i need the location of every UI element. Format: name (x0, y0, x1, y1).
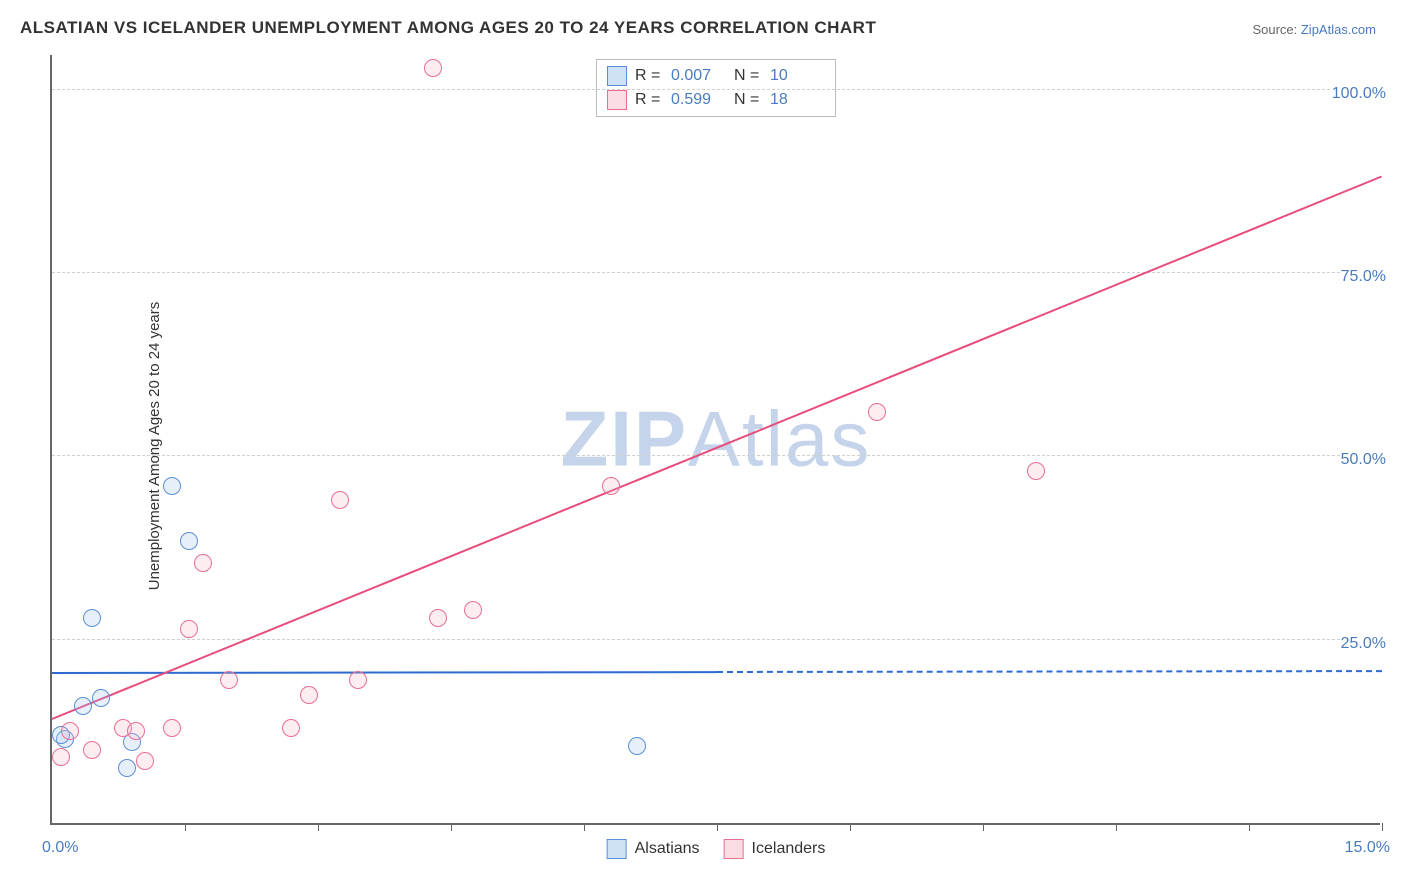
icelanders-point (602, 477, 620, 495)
legend-item-icelanders: Icelanders (724, 839, 826, 859)
r-label: R = (635, 91, 663, 109)
gridline (52, 639, 1390, 640)
x-tick (318, 823, 319, 831)
alsatians-label: Alsatians (635, 840, 700, 858)
x-tick (1382, 823, 1383, 831)
icelanders-point (282, 719, 300, 737)
icelanders-point (52, 748, 70, 766)
icelanders-point (194, 554, 212, 572)
y-tick-label: 75.0% (1341, 268, 1390, 286)
watermark-atlas: Atlas (688, 395, 871, 483)
alsatians-point (163, 477, 181, 495)
watermark-zip: ZIP (561, 395, 688, 483)
x-tick (185, 823, 186, 831)
icelanders-point (464, 601, 482, 619)
icelanders-point (424, 59, 442, 77)
source-prefix: Source: (1252, 22, 1300, 37)
x-tick (1249, 823, 1250, 831)
x-tick (717, 823, 718, 831)
y-tick-label: 25.0% (1341, 635, 1390, 653)
alsatians-swatch (607, 66, 627, 86)
icelanders-point (349, 671, 367, 689)
legend-stats-row: R = 0.599 N = 18 (607, 88, 825, 112)
icelanders-swatch (607, 90, 627, 110)
x-axis-max-label: 15.0% (1345, 839, 1390, 857)
plot-area: ZIPAtlas R =0.007N =10R =0.599N =18 Alsa… (50, 55, 1380, 825)
watermark: ZIPAtlas (561, 394, 872, 485)
icelanders-point (127, 722, 145, 740)
alsatians-point (83, 609, 101, 627)
icelanders-point (136, 752, 154, 770)
icelanders-point (1027, 462, 1045, 480)
icelanders-point (163, 719, 181, 737)
icelanders-point (429, 609, 447, 627)
alsatians-point (74, 697, 92, 715)
r-label: R = (635, 67, 663, 85)
x-tick (584, 823, 585, 831)
alsatians-n-value: 10 (770, 67, 825, 85)
y-tick-label: 50.0% (1341, 451, 1390, 469)
n-label: N = (734, 91, 762, 109)
icelanders-swatch (724, 839, 744, 859)
legend-series: Alsatians Icelanders (607, 839, 826, 859)
icelanders-point (180, 620, 198, 638)
icelanders-point (220, 671, 238, 689)
icelanders-point (61, 722, 79, 740)
alsatians-point (628, 737, 646, 755)
x-tick (850, 823, 851, 831)
alsatians-point (92, 689, 110, 707)
icelanders-point (868, 403, 886, 421)
n-label: N = (734, 67, 762, 85)
alsatians-trendline (717, 670, 1382, 673)
legend-item-alsatians: Alsatians (607, 839, 700, 859)
legend-stats-row: R = 0.007 N = 10 (607, 64, 825, 88)
gridline (52, 89, 1390, 90)
x-tick (983, 823, 984, 831)
icelanders-r-value: 0.599 (671, 91, 726, 109)
alsatians-trendline (52, 671, 717, 674)
x-tick (451, 823, 452, 831)
icelanders-label: Icelanders (752, 840, 826, 858)
chart-title: ALSATIAN VS ICELANDER UNEMPLOYMENT AMONG… (20, 18, 876, 38)
gridline (52, 455, 1390, 456)
source-link[interactable]: ZipAtlas.com (1301, 22, 1376, 37)
alsatians-r-value: 0.007 (671, 67, 726, 85)
icelanders-point (331, 491, 349, 509)
gridline (52, 272, 1390, 273)
alsatians-swatch (607, 839, 627, 859)
icelanders-point (83, 741, 101, 759)
icelanders-n-value: 18 (770, 91, 825, 109)
x-tick (1116, 823, 1117, 831)
y-tick-label: 100.0% (1332, 85, 1390, 103)
alsatians-point (180, 532, 198, 550)
alsatians-point (118, 759, 136, 777)
icelanders-point (300, 686, 318, 704)
x-axis-min-label: 0.0% (42, 839, 78, 857)
source-attribution: Source: ZipAtlas.com (1252, 22, 1376, 37)
